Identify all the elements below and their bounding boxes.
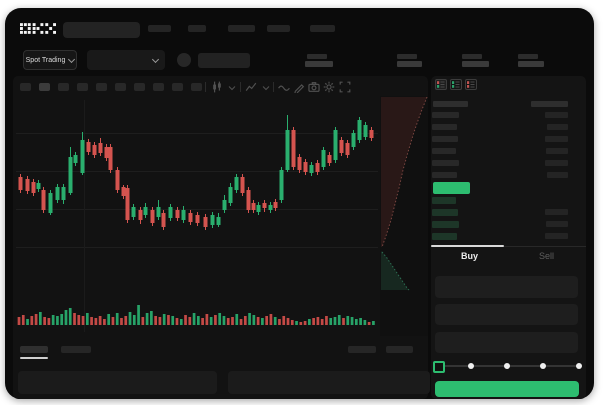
ask-row-price[interactable] xyxy=(432,148,456,154)
orderbook-col-price xyxy=(433,101,468,107)
tab-divider xyxy=(431,246,586,247)
timeframe-button[interactable] xyxy=(153,83,164,91)
bottom-tab-placeholder[interactable] xyxy=(20,346,48,353)
slider-stop[interactable] xyxy=(468,363,474,369)
amount-slider[interactable] xyxy=(440,365,580,367)
draw-icon[interactable] xyxy=(293,81,305,93)
buy-submit-button[interactable] xyxy=(435,381,579,397)
trade-mode-selector[interactable]: Spot Trading xyxy=(23,50,77,70)
timeframe-button[interactable] xyxy=(20,83,31,91)
depth-chart-panel xyxy=(380,96,428,336)
chevron-down-icon xyxy=(151,55,160,64)
indicators-icon[interactable] xyxy=(245,81,257,93)
okx-logo-glyph xyxy=(20,23,56,34)
orderbook-bids-icon[interactable] xyxy=(450,79,462,90)
search-input[interactable] xyxy=(63,22,140,38)
ask-row-price[interactable] xyxy=(432,136,458,142)
toolbar-divider xyxy=(205,82,206,92)
ask-row-price[interactable] xyxy=(432,124,457,130)
header-action-placeholder[interactable] xyxy=(198,53,250,68)
ask-row-amount xyxy=(546,148,568,154)
ticker-stat-label xyxy=(462,54,482,59)
chevron-down-icon[interactable] xyxy=(227,83,239,95)
toolbar-divider xyxy=(240,82,241,92)
bid-row-price[interactable] xyxy=(432,209,458,216)
nav-item-placeholder[interactable] xyxy=(148,25,171,32)
nav-item-placeholder[interactable] xyxy=(228,25,255,32)
camera-icon[interactable] xyxy=(308,81,320,93)
ticker-stat-label xyxy=(307,54,327,59)
timeframe-button[interactable] xyxy=(115,83,126,91)
candles-icon[interactable] xyxy=(211,81,223,93)
amount-field[interactable] xyxy=(435,304,578,325)
ticker-stat-value xyxy=(305,61,333,67)
bottom-toolbar-placeholder[interactable] xyxy=(348,346,376,353)
nav-item-placeholder[interactable] xyxy=(267,25,290,32)
timeframe-button[interactable] xyxy=(58,83,69,91)
token-avatar xyxy=(177,53,191,67)
orderbook-col-amount xyxy=(531,101,568,107)
bid-row-price[interactable] xyxy=(432,233,457,240)
timeframe-button[interactable] xyxy=(77,83,88,91)
bid-row-amount xyxy=(545,233,568,239)
trade-mode-label: Spot Trading xyxy=(25,56,66,64)
total-field[interactable] xyxy=(435,332,578,353)
nav-item-placeholder[interactable] xyxy=(188,25,206,32)
slider-stop[interactable] xyxy=(576,363,582,369)
ticker-stat-label xyxy=(397,54,417,59)
timeframe-button[interactable] xyxy=(96,83,107,91)
bottom-panel-left[interactable] xyxy=(18,371,217,394)
tab-sell[interactable]: Sell xyxy=(538,251,554,261)
active-tab-indicator xyxy=(431,245,504,247)
ask-row-price[interactable] xyxy=(432,112,459,118)
ticker-stat-value xyxy=(462,61,489,67)
settings-icon[interactable] xyxy=(323,81,335,93)
pair-selector[interactable] xyxy=(87,50,165,70)
ask-row-amount xyxy=(547,124,568,130)
ask-row-price[interactable] xyxy=(432,172,457,178)
bottom-tab-placeholder[interactable] xyxy=(61,346,91,353)
toolbar-divider xyxy=(273,82,274,92)
orderbook-asks-icon[interactable] xyxy=(465,79,477,90)
orderbook-combined-icon[interactable] xyxy=(435,79,447,90)
okx-logo xyxy=(20,22,56,35)
timeframe-button[interactable] xyxy=(191,83,202,91)
ask-row-price[interactable] xyxy=(432,160,459,166)
ask-row-amount xyxy=(545,112,568,118)
ask-row-amount xyxy=(545,136,568,142)
ticker-stat-value xyxy=(518,61,544,67)
fullscreen-icon[interactable] xyxy=(339,81,351,93)
nav-item-placeholder[interactable] xyxy=(310,25,335,32)
bottom-active-tab-indicator xyxy=(20,357,48,359)
bid-row-price[interactable] xyxy=(432,221,459,228)
ask-row-amount xyxy=(547,172,568,178)
ticker-stat-value xyxy=(397,61,422,67)
bottom-toolbar-placeholder[interactable] xyxy=(386,346,413,353)
timeframe-button[interactable] xyxy=(39,83,50,91)
slider-stop[interactable] xyxy=(504,363,510,369)
ticker-stat-label xyxy=(518,54,538,59)
wave-icon[interactable] xyxy=(278,81,290,93)
timeframe-button[interactable] xyxy=(172,83,183,91)
tab-buy[interactable]: Buy xyxy=(460,251,478,261)
bid-row-amount xyxy=(545,209,568,215)
chevron-down-icon xyxy=(68,55,76,64)
bid-row-price[interactable] xyxy=(432,197,456,204)
last-price-badge[interactable] xyxy=(433,182,470,194)
ask-row-amount xyxy=(545,160,568,166)
slider-stop[interactable] xyxy=(540,363,546,369)
bottom-panel-right[interactable] xyxy=(228,371,430,394)
bid-row-amount xyxy=(546,221,568,227)
price-field[interactable] xyxy=(435,276,578,298)
chevron-down-icon[interactable] xyxy=(261,83,273,95)
timeframe-button[interactable] xyxy=(134,83,145,91)
slider-handle[interactable] xyxy=(433,361,445,373)
